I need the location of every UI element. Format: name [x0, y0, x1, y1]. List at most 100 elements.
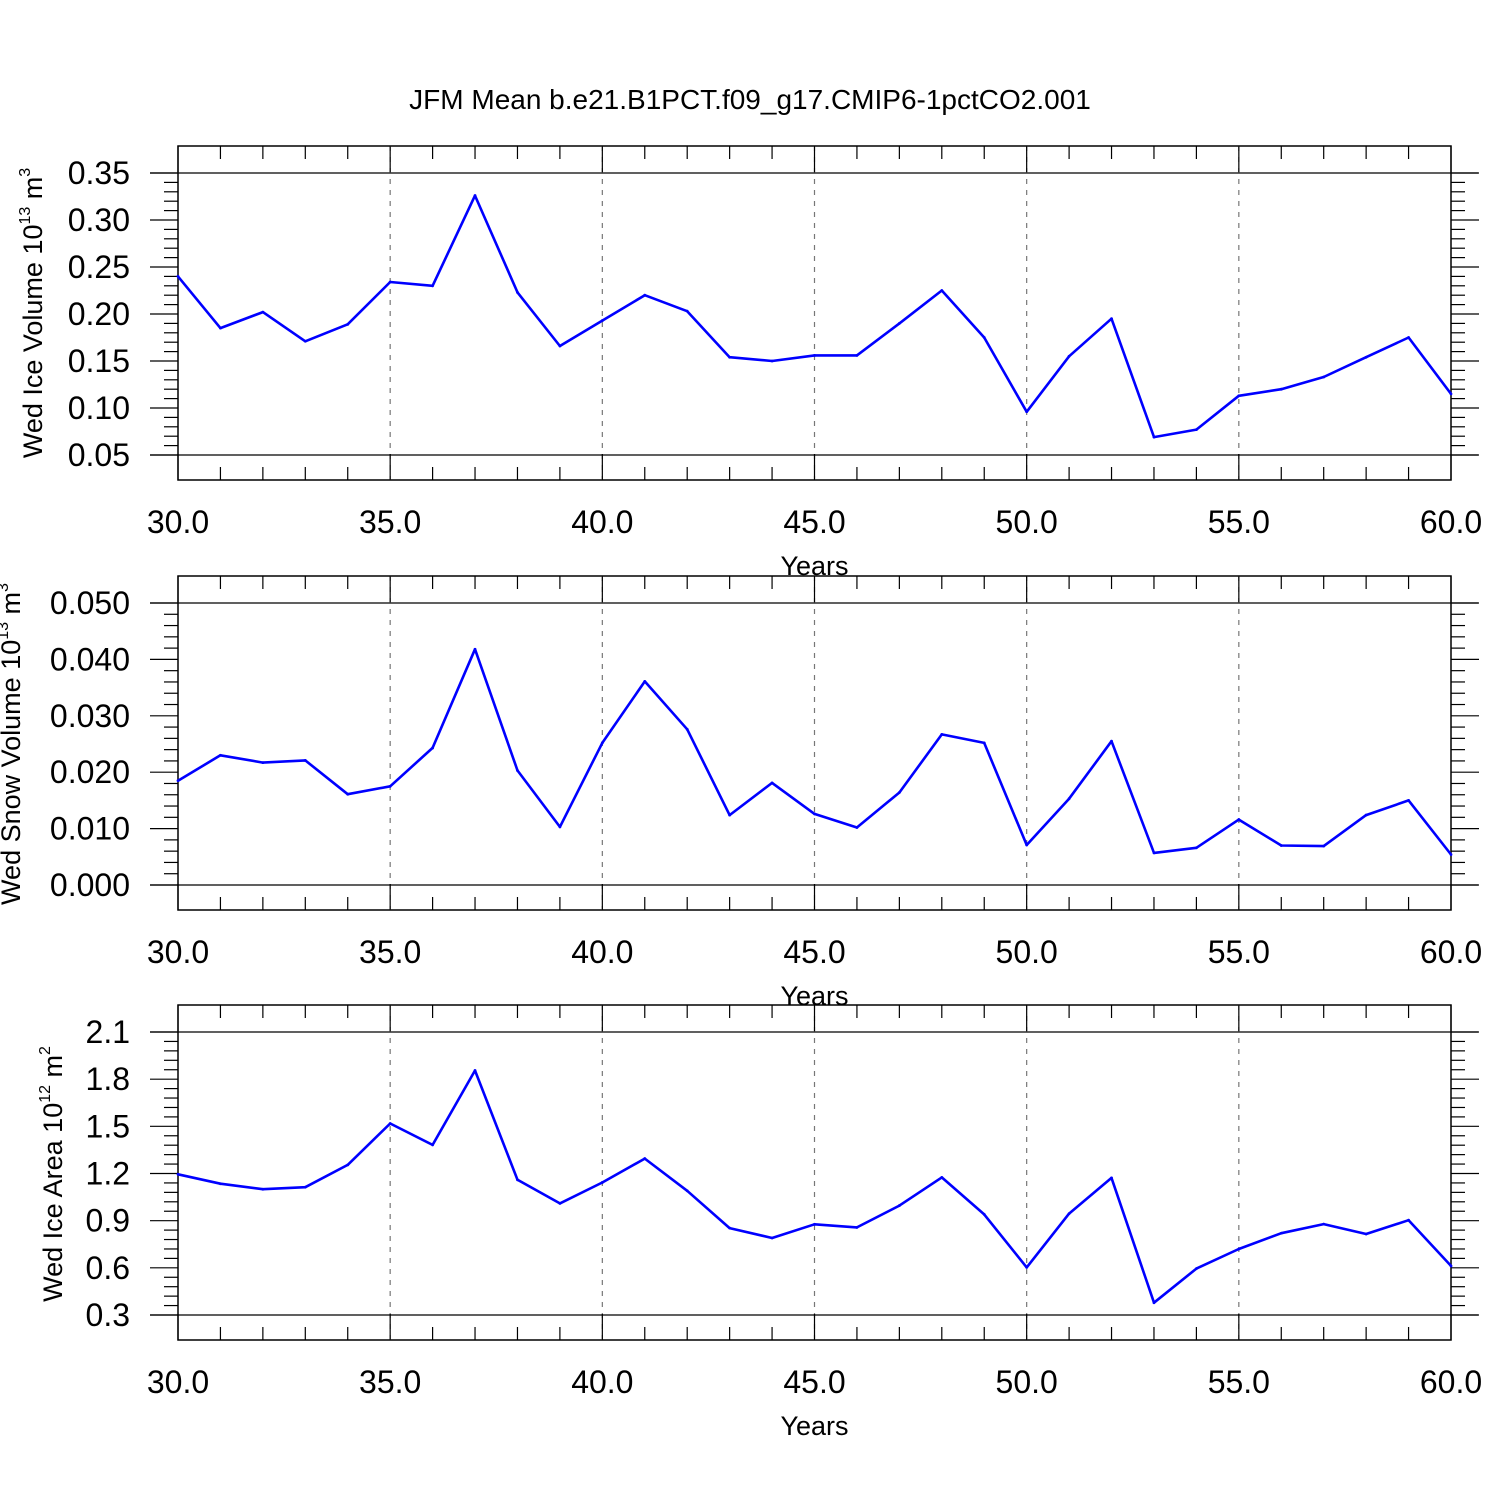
data-point [1237, 394, 1241, 398]
x-tick-label: 50.0 [996, 1364, 1058, 1400]
y-tick-label: 0.05 [68, 437, 130, 473]
data-point [1110, 1176, 1113, 1180]
data-point [303, 758, 307, 762]
data-point [1279, 1231, 1283, 1235]
x-tick-label: 30.0 [147, 504, 209, 540]
data-point [855, 1226, 859, 1229]
data-point [643, 293, 647, 297]
data-point [982, 336, 986, 339]
data-point [1237, 1247, 1241, 1251]
data-point [1322, 1222, 1326, 1226]
data-point [685, 727, 689, 731]
x-tick-label: 40.0 [571, 1364, 633, 1400]
data-point [897, 791, 901, 794]
data-point [643, 679, 647, 683]
data-point [1279, 844, 1283, 847]
data-point [346, 1163, 350, 1167]
data-point [1152, 851, 1156, 855]
data-point [1407, 336, 1410, 339]
data-point [982, 1212, 986, 1216]
x-tick-label: 45.0 [783, 504, 845, 540]
data-point [388, 1122, 392, 1125]
panels: 0.05 0.10 0.15 0.20 0.25 0.30 0.35 30.0 35.0 40.0… [0, 145, 1482, 1441]
data-point [1195, 846, 1198, 850]
data-point [558, 1201, 562, 1205]
data-point [176, 779, 180, 783]
data-point [1364, 813, 1368, 817]
y-tick-label: 0.010 [50, 811, 130, 847]
y-tick-label: 0.20 [68, 296, 130, 332]
data-point [728, 1226, 732, 1230]
data-point [855, 353, 859, 357]
data-point [346, 322, 350, 326]
y-tick-label: 1.5 [86, 1108, 130, 1144]
data-point [303, 1185, 307, 1189]
y-tick-label: 0.15 [68, 343, 130, 379]
data-point [940, 1176, 944, 1179]
data-point [261, 1187, 265, 1191]
x-tick-label: 50.0 [996, 504, 1058, 540]
data-point [1025, 843, 1029, 847]
x-tick-label: 30.0 [147, 934, 209, 970]
data-point [261, 761, 265, 765]
data-point [558, 344, 562, 348]
data-point [1279, 387, 1283, 391]
data-point [770, 1236, 774, 1240]
data-point [855, 826, 859, 829]
data-point [1449, 1264, 1453, 1268]
data-point [261, 310, 265, 314]
y-tick-label: 0.000 [50, 867, 130, 903]
data-point [728, 813, 732, 817]
data-point [1322, 844, 1326, 848]
data-point [176, 275, 180, 278]
x-tick-label: 40.0 [571, 504, 633, 540]
data-point [813, 812, 816, 816]
data-point [176, 1172, 180, 1176]
data-point [600, 1181, 604, 1184]
data-point [219, 326, 222, 330]
x-tick-label: 35.0 [359, 1364, 421, 1400]
x-tick-label: 50.0 [996, 934, 1058, 970]
y-tick-label: 2.1 [86, 1014, 130, 1050]
data-point [1449, 392, 1453, 396]
data-point [1364, 355, 1368, 359]
x-tick-label: 45.0 [783, 1364, 845, 1400]
data-point [1322, 375, 1326, 379]
y-tick-label: 0.25 [68, 249, 130, 285]
data-point [1364, 1232, 1368, 1236]
data-point [1407, 1218, 1410, 1222]
data-point [813, 1222, 816, 1226]
y-tick-label: 0.030 [50, 698, 130, 734]
data-point [473, 1069, 477, 1072]
x-tick-label: 55.0 [1208, 934, 1270, 970]
data-point [1067, 354, 1071, 358]
x-tick-label: 45.0 [783, 934, 845, 970]
data-point [388, 280, 392, 284]
data-point [813, 353, 816, 357]
data-point [770, 781, 774, 785]
y-tick-label: 0.050 [50, 585, 130, 621]
data-point [728, 355, 732, 359]
data-point [1152, 435, 1156, 439]
y-tick-label: 0.35 [68, 155, 130, 191]
panel-1: 0.05 0.10 0.15 0.20 0.25 0.30 0.35 30.0 35.0 40.0… [17, 145, 1482, 581]
y-tick-label: 0.30 [68, 202, 130, 238]
data-point [516, 290, 519, 294]
y-tick-label: 0.9 [86, 1203, 130, 1239]
y-axis-label: Wed Ice Area 1012 m2 [37, 1046, 68, 1302]
y-tick-label: 0.6 [86, 1250, 130, 1286]
x-tick-label: 30.0 [147, 1364, 209, 1400]
data-point [643, 1157, 647, 1160]
data-point [1407, 799, 1410, 802]
x-tick-label: 60.0 [1420, 934, 1482, 970]
data-point [770, 359, 774, 363]
y-tick-label: 1.2 [86, 1156, 130, 1192]
data-point [1025, 410, 1029, 414]
data-point [431, 284, 434, 288]
data-point [1195, 1267, 1198, 1271]
x-tick-label: 40.0 [571, 934, 633, 970]
data-point [600, 741, 604, 745]
figure-title: JFM Mean b.e21.B1PCT.f09_g17.CMIP6-1pctC… [409, 84, 1091, 115]
x-tick-label: 35.0 [359, 934, 421, 970]
